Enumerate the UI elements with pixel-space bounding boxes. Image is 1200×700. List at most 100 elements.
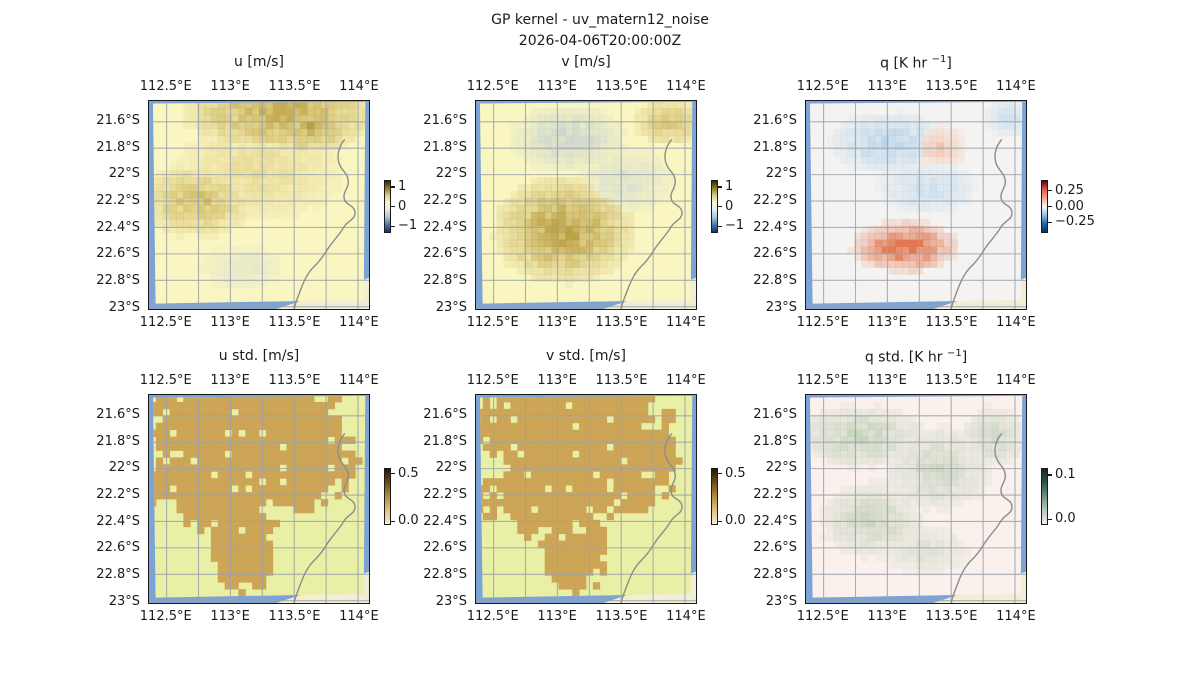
colorbar-tick-label-v: 1	[725, 178, 734, 194]
panel-title-u: u [m/s]	[234, 54, 284, 70]
ytick-q_std: 22.2°S	[753, 487, 797, 502]
ytick-q_std: 23°S	[765, 593, 797, 609]
figure-title: GP kernel - uv_matern12_noise	[491, 12, 709, 28]
coastline	[294, 433, 355, 603]
ytick-q_std: 21.8°S	[753, 433, 797, 449]
ytick-q_std: 22.6°S	[753, 540, 797, 556]
ytick-v: 22.8°S	[423, 273, 467, 289]
panel-title-v: v [m/s]	[561, 54, 611, 70]
xtick-bottom-q: 112.5°E	[796, 315, 849, 330]
land-background	[933, 571, 1026, 603]
colorbar-q_std	[1041, 468, 1048, 525]
map-u	[148, 100, 370, 310]
colorbar-tickmark-q	[1048, 190, 1052, 192]
xtick-bottom-q_std: 113.5°E	[925, 609, 978, 624]
map-canvas-q_std	[806, 395, 1026, 603]
heatmap-cells	[489, 101, 693, 289]
coastline	[294, 139, 355, 309]
ytick-q_std: 22.8°S	[753, 567, 797, 583]
xtick-top-u: 113.5°E	[268, 79, 321, 94]
map-canvas-u_std	[149, 395, 369, 603]
ytick-u_std: 22.6°S	[96, 540, 140, 556]
superscript: −1	[931, 54, 947, 65]
map-canvas-v_std	[476, 395, 696, 603]
xtick-bottom-u_std: 113.5°E	[268, 609, 321, 624]
xtick-bottom-q_std: 112.5°E	[796, 609, 849, 624]
map-canvas-u	[149, 101, 369, 309]
colorbar-tick-label-q: 0.00	[1055, 198, 1084, 214]
colorbar-v	[711, 180, 718, 233]
xtick-bottom-q: 113°E	[867, 315, 907, 330]
ytick-q: 22.2°S	[753, 193, 797, 208]
xtick-bottom-q: 114°E	[996, 315, 1036, 330]
xtick-bottom-u_std: 112.5°E	[139, 609, 192, 624]
colorbar-tickmark-u_std	[391, 520, 395, 522]
land-background	[603, 277, 696, 309]
ytick-q_std: 22.4°S	[753, 513, 797, 529]
xtick-bottom-u_std: 113°E	[210, 609, 250, 624]
xtick-top-q: 112.5°E	[796, 79, 849, 94]
colorbar-tick-label-v_std: 0.0	[725, 513, 746, 528]
xtick-bottom-u: 113°E	[210, 315, 250, 330]
ytick-u: 23°S	[108, 299, 140, 315]
ytick-u_std: 23°S	[108, 593, 140, 609]
map-v	[475, 100, 697, 310]
colorbar-tickmark-q	[1048, 206, 1052, 208]
xtick-top-u_std: 114°E	[339, 373, 379, 388]
ytick-v_std: 22.6°S	[423, 540, 467, 556]
colorbar-tickmark-q	[1048, 221, 1052, 224]
coastline	[621, 433, 682, 603]
xtick-bottom-v: 114°E	[666, 315, 706, 330]
colorbar-tickmark-u	[391, 206, 395, 208]
xtick-top-u_std: 112.5°E	[139, 373, 192, 388]
xtick-bottom-v_std: 113.5°E	[595, 609, 648, 624]
ytick-v_std: 22.8°S	[423, 567, 467, 583]
xtick-top-q_std: 113.5°E	[925, 373, 978, 388]
ytick-u: 21.6°S	[96, 113, 140, 128]
xtick-bottom-u_std: 114°E	[339, 609, 379, 624]
xtick-top-v: 112.5°E	[466, 79, 519, 94]
coastline	[951, 433, 1012, 603]
xtick-top-q_std: 112.5°E	[796, 373, 849, 388]
colorbar-q	[1041, 180, 1048, 233]
map-canvas-v	[476, 101, 696, 309]
xtick-bottom-u: 112.5°E	[139, 315, 192, 330]
colorbar-tickmark-u	[391, 186, 395, 188]
coastline	[621, 139, 682, 309]
ytick-v: 23°S	[435, 299, 467, 315]
ytick-v: 21.6°S	[423, 113, 467, 128]
colorbar-tick-label-q: −0.25	[1055, 214, 1095, 230]
ytick-u_std: 22.8°S	[96, 567, 140, 583]
colorbar-tick-label-u: −1	[398, 218, 418, 234]
ytick-u_std: 22.2°S	[96, 487, 140, 502]
xtick-top-u: 112.5°E	[139, 79, 192, 94]
xtick-top-v: 114°E	[666, 79, 706, 94]
land-background	[603, 571, 696, 603]
xtick-top-q_std: 114°E	[996, 373, 1036, 388]
xtick-bottom-u: 114°E	[339, 315, 379, 330]
superscript: −1	[946, 348, 962, 359]
ytick-u: 22.6°S	[96, 246, 140, 262]
ytick-q: 22.4°S	[753, 219, 797, 235]
xtick-bottom-q: 113.5°E	[925, 315, 978, 330]
ytick-v: 22.6°S	[423, 246, 467, 262]
ytick-u_std: 22°S	[108, 460, 140, 476]
colorbar-tickmark-v	[718, 186, 722, 188]
xtick-top-v: 113°E	[537, 79, 577, 94]
colorbar-tick-label-q_std: 0.1	[1055, 466, 1076, 482]
ytick-v: 21.8°S	[423, 139, 467, 155]
colorbar-tick-label-v: 0	[725, 198, 734, 214]
data-region	[152, 101, 366, 304]
ytick-u: 22.4°S	[96, 219, 140, 235]
xtick-bottom-q_std: 113°E	[867, 609, 907, 624]
xtick-top-u_std: 113.5°E	[268, 373, 321, 388]
ytick-u_std: 21.8°S	[96, 433, 140, 449]
xtick-top-v_std: 112.5°E	[466, 373, 519, 388]
colorbar-tick-label-v: −1	[725, 218, 745, 234]
xtick-top-u: 113°E	[210, 79, 250, 94]
colorbar-tickmark-v_std	[718, 520, 722, 522]
panel-title-u_std: u std. [m/s]	[218, 348, 300, 364]
colorbar-tickmark-q_std	[1048, 518, 1052, 520]
panel-title-v_std: v std. [m/s]	[546, 348, 626, 364]
